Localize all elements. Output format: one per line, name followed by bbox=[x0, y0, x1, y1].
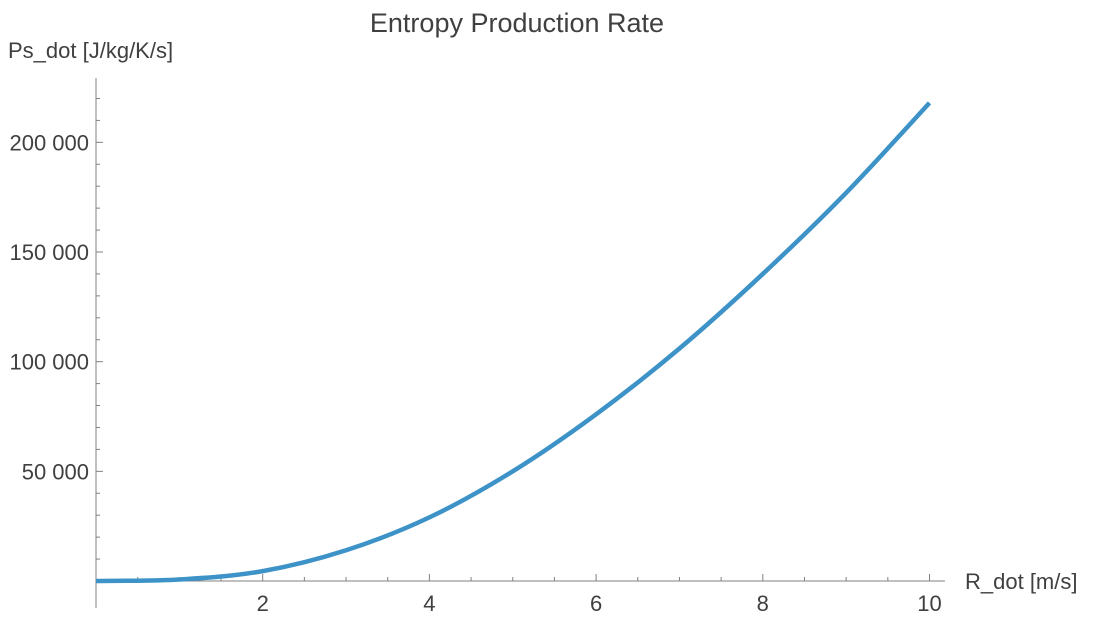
x-tick-label: 4 bbox=[423, 591, 435, 616]
tick-label-group: 2 4 6 8 10 50 000 100 000 150 000 200 000 bbox=[9, 130, 941, 616]
y-tick-label: 200 000 bbox=[9, 130, 89, 155]
x-tick-label: 2 bbox=[257, 591, 269, 616]
series-group bbox=[95, 101, 932, 584]
chart-title: Entropy Production Rate bbox=[370, 8, 664, 38]
x-tick-label: 8 bbox=[757, 591, 769, 616]
series-line bbox=[95, 101, 932, 584]
tick-group bbox=[96, 97, 930, 581]
y-tick-label: 150 000 bbox=[9, 240, 89, 265]
y-tick-label: 100 000 bbox=[9, 350, 89, 375]
y-axis-label: Ps_dot [J/kg/K/s] bbox=[8, 38, 173, 63]
y-tick-label: 50 000 bbox=[22, 459, 89, 484]
x-tick-label: 6 bbox=[590, 591, 602, 616]
x-axis-label: R_dot [m/s] bbox=[965, 569, 1077, 594]
x-tick-label: 10 bbox=[917, 591, 941, 616]
